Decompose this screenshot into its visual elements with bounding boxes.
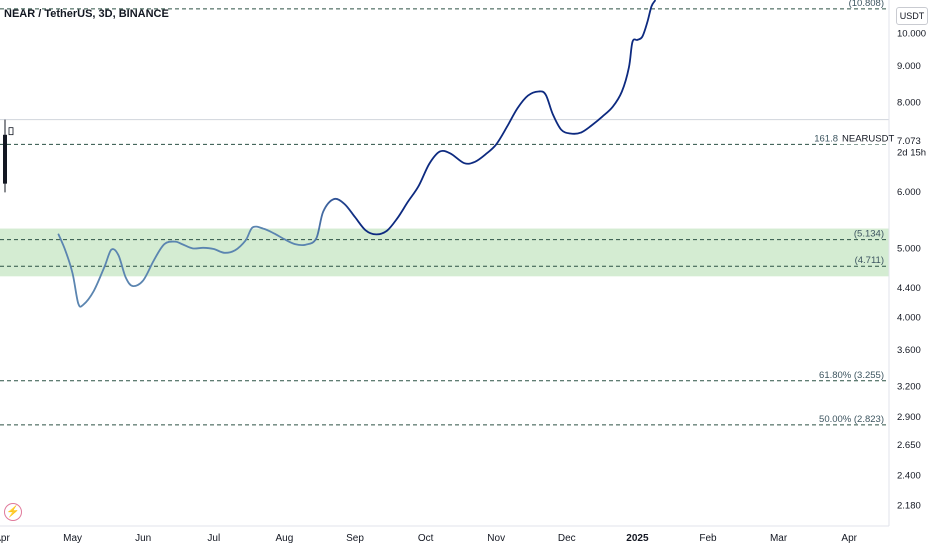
time-tick-label: Nov xyxy=(487,533,505,544)
time-tick-label: Apr xyxy=(841,533,857,544)
price-tick-label: 3.200 xyxy=(897,382,921,393)
price-tick-label: 4.400 xyxy=(897,283,921,294)
price-tick-label: 8.000 xyxy=(897,98,921,109)
currency-unit-button[interactable]: USDT xyxy=(896,7,928,25)
price-tick-label: 9.000 xyxy=(897,61,921,72)
support-zone xyxy=(0,228,889,277)
price-tick-label: 5.000 xyxy=(897,243,921,254)
fib-level-label: 61.80% (3.255) xyxy=(819,370,884,381)
price-tick-label: 6.000 xyxy=(897,187,921,198)
symbol-tag-bg xyxy=(839,132,888,145)
fib-level-label: (4.711) xyxy=(855,255,884,266)
price-tick-label: 7.073 xyxy=(897,136,921,147)
tradingview-logo-icon[interactable]: ⚡ xyxy=(4,503,22,521)
symbol-tag: NEARUSDT xyxy=(842,133,894,144)
price-tick-label: 4.000 xyxy=(897,312,921,323)
time-tick-label: Jun xyxy=(135,533,151,544)
time-tick-label: Mar xyxy=(770,533,788,544)
time-tick-label: 2025 xyxy=(626,533,649,544)
price-tick-label: 10.000 xyxy=(897,29,926,40)
fib-level-label: 161.8 xyxy=(814,133,838,144)
candle-body xyxy=(3,134,7,184)
chart-title: NEAR / TetherUS, 3D, BINANCE xyxy=(4,8,169,20)
fib-level-label: (10.808) xyxy=(849,0,884,9)
time-tick-label: Dec xyxy=(558,533,576,544)
price-tick-label: 2.400 xyxy=(897,471,921,482)
price-projection-line xyxy=(57,0,656,308)
time-tick-label: Feb xyxy=(699,533,717,544)
fib-level-label: (5.134) xyxy=(854,229,884,240)
countdown-label: 2d 15h xyxy=(897,147,926,158)
time-tick-label: May xyxy=(63,533,82,544)
price-tick-label: 3.600 xyxy=(897,345,921,356)
time-tick-label: Jul xyxy=(207,533,220,544)
candle-marker xyxy=(8,127,14,136)
price-tick-label: 2.900 xyxy=(897,412,921,423)
time-tick-label: Apr xyxy=(0,533,10,544)
time-tick-label: Sep xyxy=(346,533,364,544)
price-tick-label: 2.180 xyxy=(897,501,921,512)
price-tick-label: 2.650 xyxy=(897,440,921,451)
fib-level-label: 50.00% (2.823) xyxy=(819,414,884,425)
time-tick-label: Aug xyxy=(276,533,294,544)
time-tick-label: Oct xyxy=(418,533,434,544)
